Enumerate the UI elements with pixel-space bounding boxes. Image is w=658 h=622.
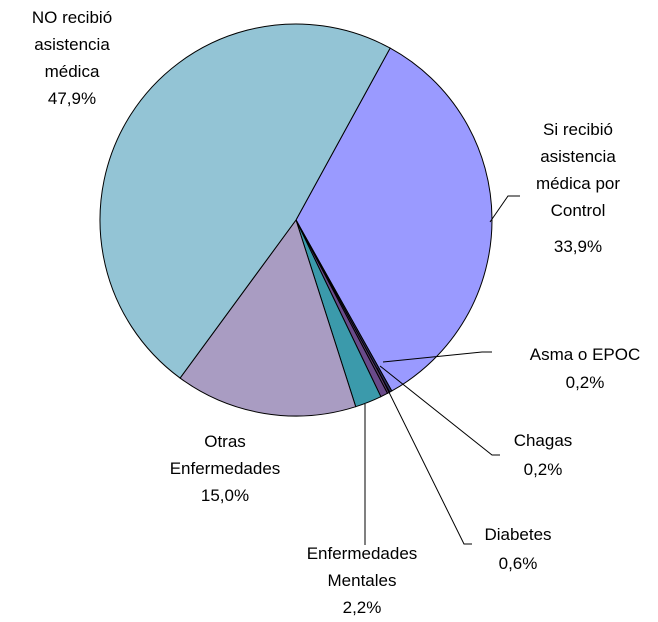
slice-label: Diabetes (484, 525, 552, 544)
value-label: 0,6% (498, 554, 538, 573)
pie-slice (179, 218, 357, 417)
pie-slice (99, 23, 391, 379)
value-label: 0,2% (523, 460, 563, 479)
slice-label: Asma o EPOC (529, 345, 641, 364)
leader-line (376, 367, 472, 545)
leader-line (379, 365, 500, 456)
value-label: 2,2% (342, 598, 382, 617)
value-label: 33,9% (553, 237, 603, 256)
slice-label: Otras Enfermedades (169, 432, 281, 478)
leader-line (489, 195, 520, 223)
value-label: 0,2% (565, 373, 605, 392)
leader-line (382, 351, 492, 363)
slice-label: Enfermedades Mentales (306, 544, 418, 590)
slice-label: Si recibió asistencia médica por Control (535, 120, 621, 220)
slice-label: NO recibió asistencia médica (31, 8, 113, 81)
slice-label: Chagas (513, 431, 573, 450)
value-label: 47,9% (47, 89, 97, 108)
value-label: 15,0% (200, 486, 250, 505)
